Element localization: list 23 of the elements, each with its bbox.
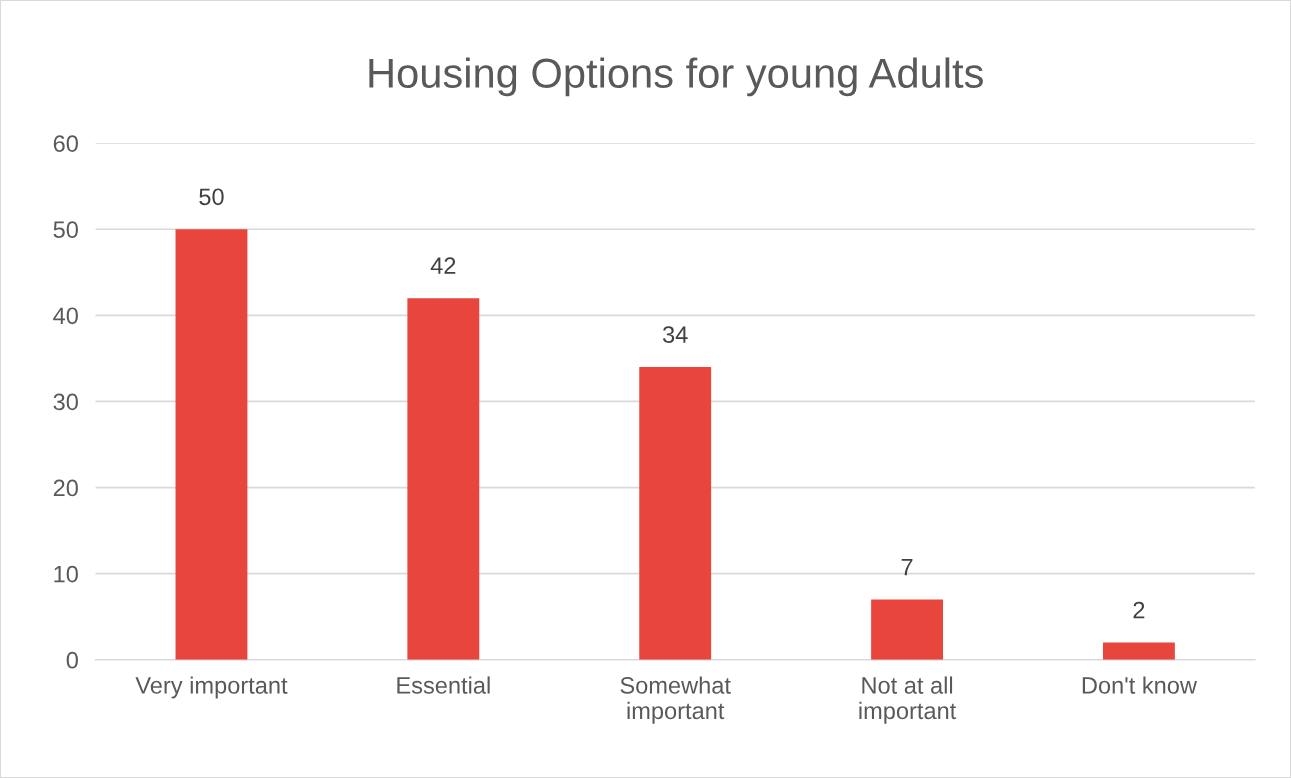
- data-label: 7: [901, 558, 913, 576]
- y-tick-label: 60: [53, 135, 78, 152]
- y-tick-label: 0: [66, 651, 78, 669]
- x-tick-label: Somewhat important: [620, 676, 731, 724]
- bar: [1102, 642, 1175, 660]
- bar: [871, 599, 943, 660]
- x-tick-label: Don't know: [1082, 676, 1198, 694]
- data-label: 34: [662, 326, 688, 343]
- data-label: 2: [1133, 601, 1145, 619]
- y-tick-label: 30: [53, 393, 78, 411]
- bar: [407, 298, 480, 660]
- y-tick-label: 10: [54, 565, 78, 583]
- x-tick-label: Very important: [135, 676, 288, 699]
- x-tick-label: Not at all important: [859, 676, 957, 724]
- y-tick-label: 40: [53, 307, 78, 325]
- data-label: 42: [430, 257, 456, 274]
- y-tick-label: 20: [53, 479, 78, 497]
- bar: [639, 367, 712, 660]
- data-label: 50: [199, 188, 224, 206]
- bar: [175, 229, 248, 660]
- chart-title: Housing Options for young Adults: [369, 57, 983, 97]
- x-tick-label: Essential: [397, 676, 490, 694]
- y-tick-label: 50: [53, 221, 78, 239]
